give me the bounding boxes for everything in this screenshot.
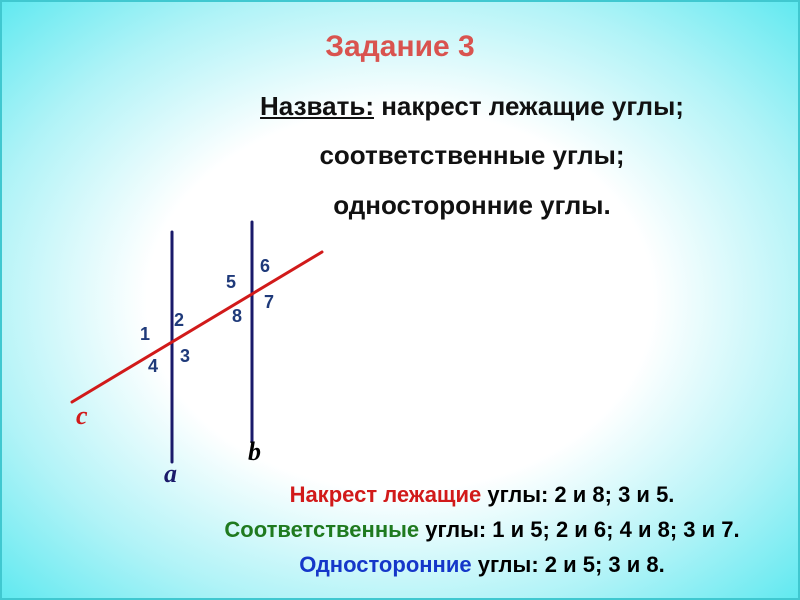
answer-prefix-0: Накрест лежащие (290, 482, 482, 507)
task-item-1: соответственные углы; (319, 140, 624, 170)
label-c: c (76, 401, 88, 430)
angle-label-2: 2 (174, 310, 184, 330)
answer-prefix-1: Соответственные (224, 517, 419, 542)
angle-label-6: 6 (260, 256, 270, 276)
answer-cointerior: Односторонние углы: 2 и 5; 3 и 8. (182, 552, 782, 578)
geometry-diagram: 1 2 3 4 5 6 7 8 a b c (42, 212, 342, 492)
task-lead: Назвать: (260, 91, 374, 121)
angle-label-3: 3 (180, 346, 190, 366)
task-item-0: накрест лежащие углы; (381, 91, 684, 121)
task-block: Назвать: накрест лежащие углы; соответст… (172, 82, 772, 230)
angle-label-7: 7 (264, 292, 274, 312)
answer-prefix-2: Односторонние (299, 552, 471, 577)
angle-label-5: 5 (226, 272, 236, 292)
angle-label-8: 8 (232, 306, 242, 326)
task-item-2: односторонние углы. (333, 190, 610, 220)
answer-alternate: Накрест лежащие углы: 2 и 8; 3 и 5. (182, 482, 782, 508)
label-b: b (248, 437, 261, 466)
angle-label-1: 1 (140, 324, 150, 344)
angle-label-4: 4 (148, 356, 158, 376)
answer-rest-0: углы: 2 и 8; 3 и 5. (481, 482, 674, 507)
line-c (72, 252, 322, 402)
answer-rest-1: углы: 1 и 5; 2 и 6; 4 и 8; 3 и 7. (419, 517, 739, 542)
slide-title: Задание 3 (2, 30, 798, 64)
answer-rest-2: углы: 2 и 5; 3 и 8. (472, 552, 665, 577)
label-a: a (164, 459, 177, 488)
answer-corresponding: Соответственные углы: 1 и 5; 2 и 6; 4 и … (182, 517, 782, 543)
slide-stage: Задание 3 Назвать: накрест лежащие углы;… (0, 0, 800, 600)
